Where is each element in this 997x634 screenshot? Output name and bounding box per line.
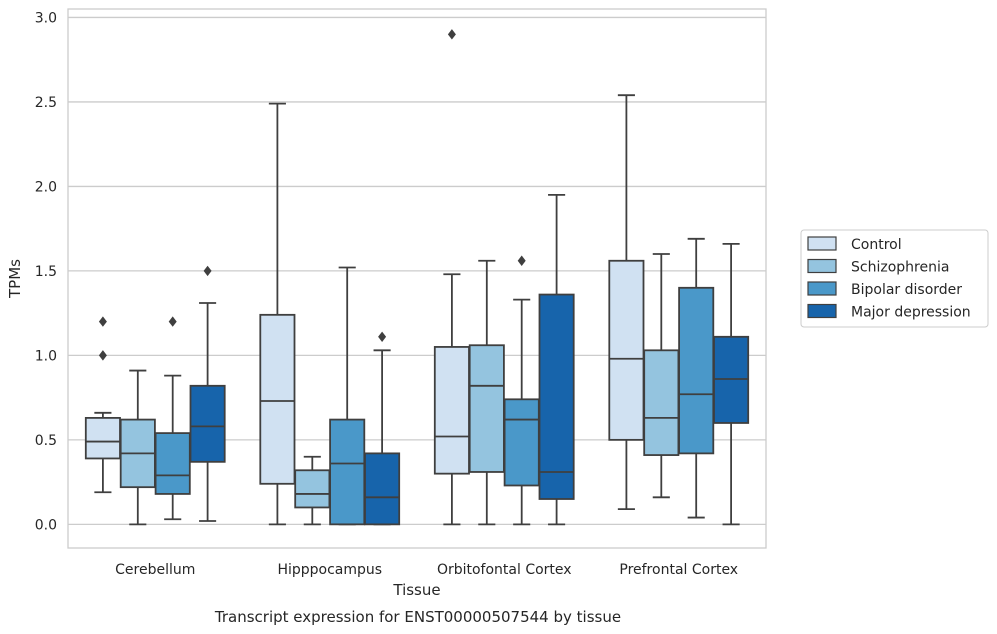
legend-label: Control xyxy=(851,237,902,253)
y-tick-label: 0.5 xyxy=(35,433,57,449)
y-axis-ticks: 0.0 0.5 1.0 1.5 2.0 2.5 3.0 xyxy=(35,10,57,533)
legend-frame xyxy=(800,229,989,328)
box xyxy=(608,259,645,441)
outlier-point xyxy=(203,265,212,277)
x-tick-label: Hipppocampus xyxy=(277,562,382,578)
outlier-point xyxy=(447,29,456,40)
box-group xyxy=(468,259,505,526)
figure-caption: Transcript expression for ENST0000050754… xyxy=(214,608,621,626)
box-group xyxy=(154,316,191,521)
box xyxy=(189,384,226,463)
legend-swatch xyxy=(807,303,837,319)
y-tick-label: 3.0 xyxy=(35,10,57,26)
box xyxy=(259,313,296,485)
box-group xyxy=(678,237,715,519)
box-group xyxy=(259,102,296,526)
x-axis-ticks: Cerebellum Hipppocampus Orbitofontal Corte… xyxy=(115,562,738,578)
box xyxy=(294,469,331,509)
box xyxy=(678,286,715,455)
box xyxy=(503,398,540,487)
box xyxy=(84,416,121,460)
box-group xyxy=(643,253,680,499)
box-series xyxy=(84,29,750,526)
y-tick-label: 0.0 xyxy=(35,517,57,533)
box xyxy=(643,349,680,456)
outlier-point xyxy=(378,331,387,342)
box xyxy=(538,293,575,500)
outlier-point xyxy=(98,350,107,361)
box-group xyxy=(503,255,540,526)
outlier-point xyxy=(168,316,177,327)
box-group xyxy=(538,193,575,526)
legend-swatch xyxy=(807,281,837,296)
legend-swatch xyxy=(807,236,837,251)
box xyxy=(364,452,401,526)
legend-swatch xyxy=(807,258,837,274)
y-tick-label: 2.0 xyxy=(35,179,57,195)
outlier-point xyxy=(517,255,526,266)
y-axis-label: TPMs xyxy=(6,259,24,299)
x-tick-label: Orbitofontal Cortex xyxy=(437,562,572,578)
box-group xyxy=(189,265,226,522)
box-group xyxy=(119,369,156,526)
legend: Control Schizophrenia Bipolar disorder Majo… xyxy=(800,229,989,328)
y-tick-label: 1.0 xyxy=(35,348,57,364)
box xyxy=(329,418,366,526)
box-group xyxy=(329,266,366,526)
box-group xyxy=(433,29,470,526)
box-group xyxy=(84,316,121,494)
box xyxy=(154,432,191,495)
y-tick-label: 1.5 xyxy=(35,264,57,280)
outlier-point xyxy=(98,316,107,327)
x-tick-label: Prefrontal Cortex xyxy=(619,562,738,578)
legend-label: Major depression xyxy=(851,305,971,321)
plot-frame xyxy=(67,8,767,549)
x-axis-label: Tissue xyxy=(392,581,440,599)
x-tick-label: Cerebellum xyxy=(115,562,195,578)
box-group xyxy=(608,94,645,511)
box-group xyxy=(713,242,750,526)
box xyxy=(433,346,470,475)
box xyxy=(468,344,505,473)
legend-label: Bipolar disorder xyxy=(851,282,962,298)
legend-label: Schizophrenia xyxy=(851,260,949,276)
box-group xyxy=(364,331,401,526)
y-tick-label: 2.5 xyxy=(35,95,57,111)
box-group xyxy=(294,455,331,526)
